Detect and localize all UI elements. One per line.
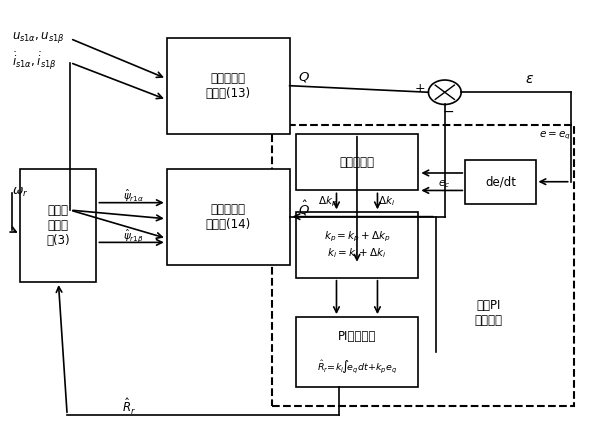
Text: $\omega_r$: $\omega_r$ [12,186,28,199]
Bar [167,38,290,134]
Text: $\mathbf{\it{k_p=k_p+\Delta k_p}}$
$\mathbf{\it{k_i=k_i+\Delta k_i}}$: $\mathbf{\it{k_p=k_p+\Delta k_p}}$ $\mat… [324,230,390,260]
Text: $\dot{i}_{s1\alpha},\dot{i}_{s1\beta}$: $\dot{i}_{s1\alpha},\dot{i}_{s1\beta}$ [12,51,56,72]
Text: $\hat{R}_r\!=\!k_i\!\int\! e_q dt\!+\!k_p e_q$: $\hat{R}_r\!=\!k_i\!\int\! e_q dt\!+\!k_… [317,358,397,376]
Text: $-$: $-$ [441,104,454,118]
Bar [465,160,535,204]
Bar [296,212,418,278]
Text: 模糊PI
自适应律: 模糊PI 自适应律 [475,299,503,327]
Bar [272,125,574,407]
Text: $e=e_q$: $e=e_q$ [539,130,571,142]
Text: $\Delta k_p$: $\Delta k_p$ [318,194,337,209]
Text: $\hat{\psi}_{r1\alpha}$: $\hat{\psi}_{r1\alpha}$ [123,188,144,204]
Bar [296,317,418,387]
Text: $\hat{\psi}_{r1\beta}$: $\hat{\psi}_{r1\beta}$ [123,228,144,244]
Text: $\hat{R}_r$: $\hat{R}_r$ [122,397,136,417]
Text: $\varepsilon$: $\varepsilon$ [525,72,534,86]
Text: $+$: $+$ [414,82,426,95]
Bar [167,169,290,265]
Text: 转子磁
链观测
器(3): 转子磁 链观测 器(3) [47,204,70,247]
Bar [20,169,96,282]
Text: $u_{s1\alpha},u_{s1\beta}$: $u_{s1\alpha},u_{s1\beta}$ [12,30,64,45]
Text: 无功功率参
考模型(13): 无功功率参 考模型(13) [206,72,251,100]
Bar [296,134,418,191]
Text: $\hat{Q}$: $\hat{Q}$ [298,199,310,218]
Text: 模糊控制器: 模糊控制器 [339,156,375,168]
Text: $Q$: $Q$ [298,70,310,84]
Text: $\Delta k_i$: $\Delta k_i$ [378,194,395,208]
Text: $e_c$: $e_c$ [439,178,451,190]
Text: de/dt: de/dt [485,175,516,188]
Text: PI自适应律: PI自适应律 [338,330,376,343]
Text: 无功功率可
调模型(14): 无功功率可 调模型(14) [206,202,251,231]
